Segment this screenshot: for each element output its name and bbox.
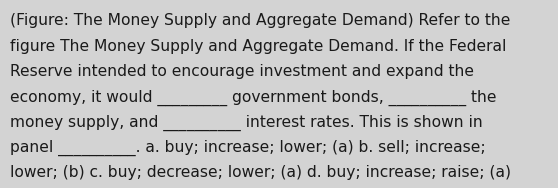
- Text: economy, it would _________ government bonds, __________ the: economy, it would _________ government b…: [10, 89, 497, 105]
- Text: figure The Money Supply and Aggregate Demand. If the Federal: figure The Money Supply and Aggregate De…: [10, 39, 507, 54]
- Text: lower; (b) c. buy; decrease; lower; (a) d. buy; increase; raise; (a): lower; (b) c. buy; decrease; lower; (a) …: [10, 165, 511, 180]
- Text: Reserve intended to encourage investment and expand the: Reserve intended to encourage investment…: [10, 64, 474, 79]
- Text: money supply, and __________ interest rates. This is shown in: money supply, and __________ interest ra…: [10, 115, 483, 131]
- Text: panel __________. a. buy; increase; lower; (a) b. sell; increase;: panel __________. a. buy; increase; lowe…: [10, 140, 485, 156]
- Text: (Figure: The Money Supply and Aggregate Demand) Refer to the: (Figure: The Money Supply and Aggregate …: [10, 13, 511, 28]
